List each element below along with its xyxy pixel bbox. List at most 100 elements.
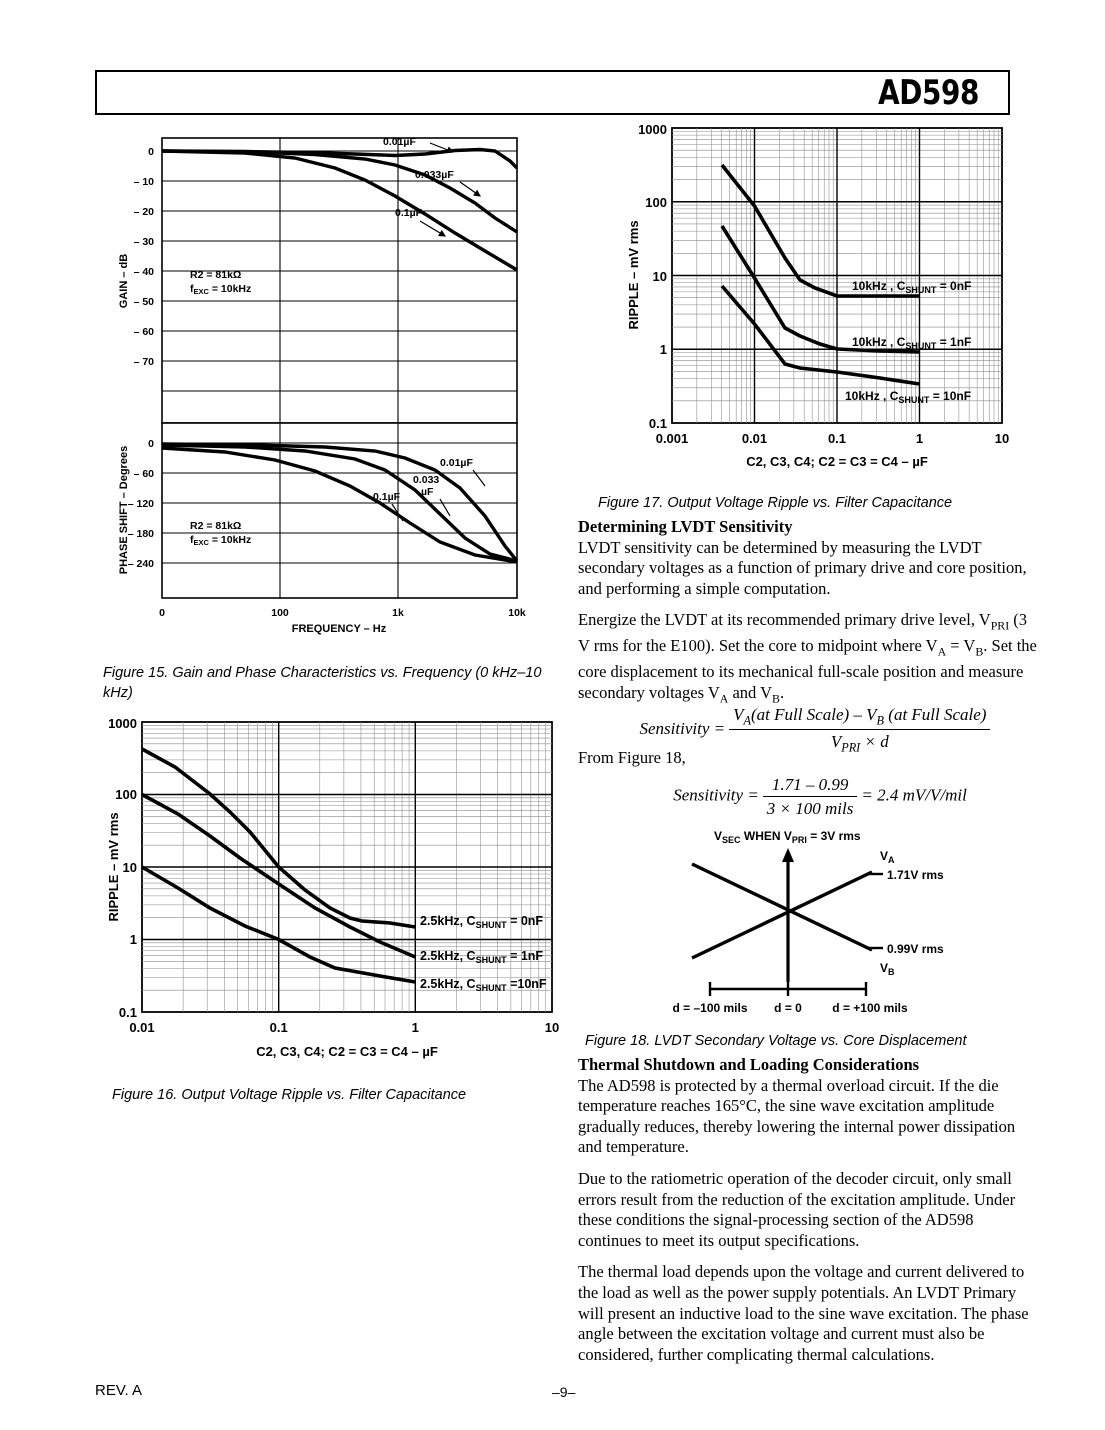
fig18-d-zero: d = 0 [774,1001,802,1015]
fig15-phase-label-0p033b: µF [421,486,434,498]
fig17-series-label-0nF: 10kHz , CSHUNT = 0nF [852,279,971,295]
fig18-line-vb [691,862,873,952]
footer-revision: REV. A [95,1382,142,1399]
fig15-gain-curve-0p1uF [161,149,518,272]
fig15-xtick: 0 [159,607,165,619]
fig17-ylabel: RIPPLE – mV rms [626,220,641,329]
heading-determining-lvdt-sensitivity: Determining LVDT Sensitivity [578,517,793,536]
fig18-axis-arrowhead [782,848,794,862]
fig17-curve-1nF [720,225,920,354]
fig15-gain-ylabel: GAIN – dB [118,254,130,308]
fig17-ytick: 1000 [638,122,667,137]
equation-2-lhs: Sensitivity = [673,785,759,805]
fig17-xlabel: C2, C3, C4; C2 = C3 = C4 – µF [746,454,928,469]
fig15-phase-ylabel: PHASE SHIFT – Degrees [118,446,130,574]
paragraph-5: The thermal load depends upon the voltag… [578,1262,1029,1364]
fig16-series-label-1nF: 2.5kHz, CSHUNT = 1nF [420,949,543,965]
fig18-d-negative: d = –100 mils [672,1001,747,1015]
fig18-vb-value: 0.99V rms [887,942,944,956]
fig17-ytick: 100 [645,195,667,210]
figure-16: 1000 100 10 1 0.1 RIPPLE – mV rms 0.01 0… [100,712,560,1072]
fig15-gain-ytick: – 10 [134,176,155,188]
fig15-phase-label-0p01: 0.01µF [440,457,473,469]
fig18-line-va [691,870,873,960]
fig16-ytick: 1000 [108,716,137,731]
equation-2-numerator: 1.71 – 0.99 [762,775,858,797]
fig18-va-value: 1.71V rms [887,868,944,882]
fig15-gain-ytick: – 40 [134,266,155,278]
fig18-va-label: VA [880,849,895,865]
figure-18: VSEC WHEN VPRI = 3V rms VA 1.71V rms 0.9… [640,822,1040,1032]
fig15-gain-label-0p01: 0.01µF [383,136,416,148]
equation-1-fraction: VA(at Full Scale) – VB (at Full Scale) V… [729,705,991,756]
fig15-gain-ytick: – 60 [134,326,155,338]
fig15-gain-plot: 0 – 10 – 20 – 30 – 40 – 50 – 60 – 70 GAI… [118,136,519,424]
fig15-gain-label-0p033: 0.033µF [415,169,454,181]
fig17-plot: 1000 100 10 1 0.1 RIPPLE – mV rms 0.001 … [626,122,1009,469]
fig15-phase-note-r2: R2 = 81kΩ [190,520,241,532]
fig18-d-positive: d = +100 mils [832,1001,908,1015]
fig15-xlabel: FREQUENCY – Hz [292,623,387,635]
fig15-phase-ytick: – 60 [134,468,155,480]
fig15-phase-note-fexc: fEXC = 10kHz [190,534,251,547]
fig17-curve-0nF [720,163,920,298]
fig16-xtick: 0.01 [129,1020,154,1035]
fig17-ytick: 10 [653,269,667,284]
fig15-phase-ytick: – 240 [128,558,154,570]
figure-17: 1000 100 10 1 0.1 RIPPLE – mV rms 0.001 … [600,118,1020,488]
fig16-series-label-10nF: 2.5kHz, CSHUNT =10nF [420,977,547,993]
fig16-curve-1nF [141,792,417,959]
fig15-xtick: 100 [271,607,289,619]
fig17-xtick: 0.001 [656,431,689,446]
fig16-xtick: 10 [545,1020,559,1035]
fig17-series-label-10nF: 10kHz , CSHUNT = 10nF [845,389,971,405]
page-title: AD598 [878,72,979,113]
fig15-phase-label-0p1: 0.1µF [373,491,401,503]
fig15-phase-plot: 0 – 60 – 120 – 180 – 240 PHASE SHIFT – D… [118,422,519,599]
fig16-ytick: 10 [123,860,137,875]
fig15-phase-curve-0p033uF [161,443,518,563]
fig15-phase-curve-0p01uF [161,442,519,563]
fig17-xtick: 0.01 [742,431,767,446]
fig17-xtick: 0.1 [828,431,846,446]
fig15-phase-label-0p033a: 0.033 [413,474,439,486]
fig15-gain-ytick: – 50 [134,296,155,308]
fig16-ytick: 100 [115,787,137,802]
fig17-curve-10nF [720,284,920,386]
fig15-xtick: 10k [508,607,526,619]
fig15-phase-ytick: – 180 [128,528,154,540]
fig18-vb-label: VB [880,961,895,977]
equation-1-denominator: VPRI × d [830,732,889,755]
equation-2-denominator: 3 × 100 mils [766,799,854,818]
fig17-xtick: 1 [916,431,923,446]
footer-page-number: –9– [552,1384,576,1400]
fig15-phase-ytick: 0 [148,438,154,450]
figure-15-caption: Figure 15. Gain and Phase Characteristic… [103,665,542,701]
paragraph-3: The AD598 is protected by a thermal over… [578,1075,1016,1157]
figure-15: 0 – 10 – 20 – 30 – 40 – 50 – 60 – 70 GAI… [95,118,555,648]
fig18-vsec-label: VSEC WHEN VPRI = 3V rms [714,829,861,845]
equation-sensitivity-value: Sensitivity = 1.71 – 0.99 3 × 100 mils =… [600,775,1040,819]
fig15-gain-curve-0p033uF [161,149,518,234]
fig17-xtick: 10 [995,431,1009,446]
fig15-gain-label-0p1: 0.1µF [395,207,423,219]
header-box: AD598 [95,70,1010,115]
fig16-ytick: 0.1 [119,1005,137,1020]
fig15-phase-curve-0p1uF [161,446,518,564]
fig16-ytick: 1 [130,932,137,947]
figure-16-caption: Figure 16. Output Voltage Ripple vs. Fil… [112,1087,467,1103]
fig17-series-label-1nF: 10kHz , CSHUNT = 1nF [852,335,971,351]
fig16-curve-10nF [141,865,416,984]
from-figure-18-text: From Figure 18, [578,748,686,767]
fig16-xtick: 1 [412,1020,419,1035]
equation-2-fraction: 1.71 – 0.99 3 × 100 mils [762,775,858,819]
fig15-xtick: 1k [392,607,404,619]
fig15-gain-ytick: – 20 [134,206,155,218]
fig16-xtick: 0.1 [270,1020,288,1035]
equation-2-rhs: = 2.4 mV/V/mil [861,785,967,805]
figure-17-caption: Figure 17. Output Voltage Ripple vs. Fil… [598,495,953,511]
figure-18-caption: Figure 18. LVDT Secondary Voltage vs. Co… [585,1033,967,1049]
fig15-gain-note-r2: R2 = 81kΩ [190,269,241,281]
fig17-ytick: 1 [660,342,667,357]
fig16-xlabel: C2, C3, C4; C2 = C3 = C4 – µF [256,1044,438,1059]
